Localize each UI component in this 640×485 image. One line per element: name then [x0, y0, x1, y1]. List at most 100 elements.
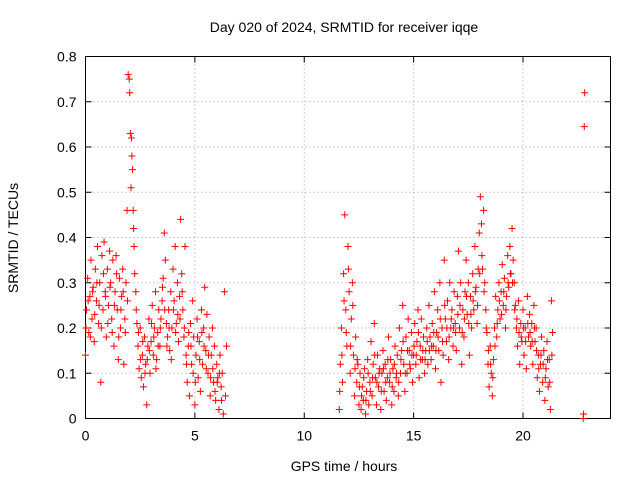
data-point — [191, 378, 199, 386]
data-point — [120, 360, 128, 368]
data-point — [339, 378, 347, 386]
data-point — [544, 356, 551, 364]
data-point — [192, 351, 200, 359]
data-point — [440, 256, 448, 264]
data-point — [526, 329, 534, 337]
data-point — [126, 129, 134, 137]
data-point — [511, 306, 519, 314]
data-point — [360, 374, 368, 382]
data-point — [452, 329, 460, 337]
data-point — [203, 310, 211, 318]
data-point — [540, 347, 548, 355]
data-point — [399, 338, 407, 346]
data-point — [181, 243, 189, 251]
data-point — [148, 319, 156, 327]
data-point — [372, 401, 380, 409]
data-point — [416, 342, 424, 350]
data-point — [217, 383, 225, 391]
data-point — [134, 329, 142, 337]
data-point — [489, 374, 497, 382]
data-point — [427, 356, 435, 364]
data-point — [394, 392, 402, 400]
data-point — [176, 292, 184, 300]
data-point — [459, 306, 467, 314]
data-point — [97, 324, 105, 332]
data-point — [194, 333, 201, 341]
data-point — [471, 243, 479, 251]
data-point — [83, 306, 91, 314]
data-point — [174, 310, 182, 318]
data-point — [426, 333, 434, 341]
data-point — [500, 288, 508, 296]
data-point — [114, 356, 122, 364]
data-point — [453, 292, 461, 300]
data-point — [104, 301, 112, 309]
data-point — [152, 288, 159, 296]
data-point — [222, 392, 229, 400]
data-point — [167, 356, 175, 364]
data-point — [469, 270, 477, 278]
data-point — [191, 401, 199, 409]
data-points — [82, 71, 589, 422]
data-point — [480, 206, 488, 214]
data-point — [465, 319, 473, 327]
data-point — [110, 301, 118, 309]
data-point — [353, 356, 361, 364]
data-point — [119, 265, 127, 273]
data-point — [423, 338, 431, 346]
data-point — [119, 288, 127, 296]
data-point — [395, 378, 403, 386]
data-point — [355, 383, 363, 391]
data-point — [522, 365, 530, 373]
data-point — [159, 283, 166, 291]
data-point — [504, 252, 512, 260]
x-tick-label: 0 — [82, 428, 90, 444]
data-point — [150, 324, 158, 332]
data-point — [488, 392, 496, 400]
data-point — [86, 333, 94, 341]
data-point — [436, 279, 444, 287]
data-point — [199, 360, 207, 368]
data-point — [475, 229, 483, 237]
data-point — [89, 283, 97, 291]
data-point — [473, 319, 481, 327]
data-point — [492, 292, 500, 300]
data-point — [112, 252, 120, 260]
data-point — [384, 333, 392, 341]
data-point — [424, 360, 432, 368]
data-point — [351, 392, 359, 400]
data-point — [194, 374, 202, 382]
data-point — [432, 347, 440, 355]
data-point — [129, 166, 137, 174]
data-point — [524, 319, 532, 327]
data-point — [425, 347, 433, 355]
data-point — [360, 365, 368, 373]
data-point — [452, 347, 460, 355]
y-tick-label: 0.2 — [57, 320, 77, 336]
data-point — [412, 360, 420, 368]
data-point — [99, 270, 107, 278]
data-point — [157, 315, 165, 323]
data-point — [139, 338, 147, 346]
data-point — [397, 356, 405, 364]
data-point — [384, 356, 392, 364]
chart-title: Day 020 of 2024, SRMTID for receiver iqq… — [210, 19, 479, 35]
data-point — [98, 252, 106, 260]
data-point — [410, 342, 418, 350]
data-point — [430, 288, 438, 296]
data-point — [212, 396, 220, 404]
data-point — [388, 383, 396, 391]
data-point — [430, 329, 438, 337]
data-point — [428, 342, 436, 350]
data-point — [398, 347, 406, 355]
data-point — [211, 387, 219, 395]
data-point — [133, 319, 141, 327]
data-point — [519, 324, 527, 332]
data-point — [425, 301, 433, 309]
data-point — [432, 365, 439, 373]
data-point — [128, 152, 136, 160]
data-point — [517, 319, 525, 327]
data-point — [458, 329, 466, 337]
data-point — [141, 333, 149, 341]
data-point — [487, 369, 495, 377]
